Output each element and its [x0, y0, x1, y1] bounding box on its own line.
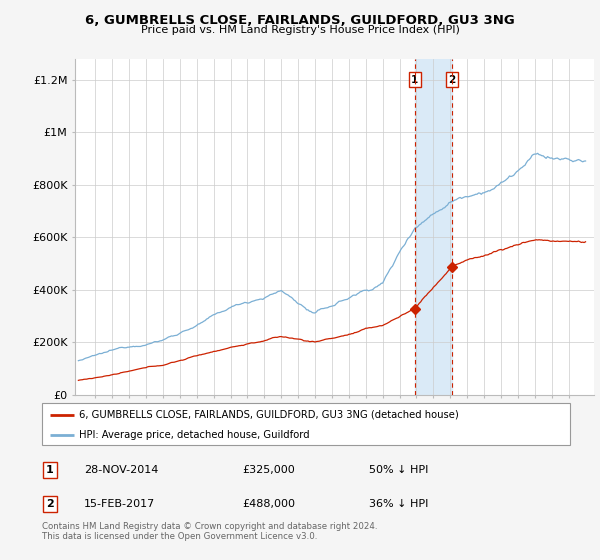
Text: Price paid vs. HM Land Registry's House Price Index (HPI): Price paid vs. HM Land Registry's House …: [140, 25, 460, 35]
Text: HPI: Average price, detached house, Guildford: HPI: Average price, detached house, Guil…: [79, 430, 310, 440]
Text: 2: 2: [46, 499, 54, 509]
Text: 36% ↓ HPI: 36% ↓ HPI: [370, 499, 429, 509]
Text: 1: 1: [411, 75, 418, 85]
Text: 2: 2: [448, 75, 455, 85]
Text: 1: 1: [46, 465, 54, 475]
Text: £488,000: £488,000: [242, 499, 296, 509]
Text: £325,000: £325,000: [242, 465, 295, 475]
Text: 50% ↓ HPI: 50% ↓ HPI: [370, 465, 429, 475]
Text: Contains HM Land Registry data © Crown copyright and database right 2024.
This d: Contains HM Land Registry data © Crown c…: [42, 522, 377, 542]
Text: 15-FEB-2017: 15-FEB-2017: [84, 499, 155, 509]
Text: 28-NOV-2014: 28-NOV-2014: [84, 465, 158, 475]
Text: 6, GUMBRELLS CLOSE, FAIRLANDS, GUILDFORD, GU3 3NG: 6, GUMBRELLS CLOSE, FAIRLANDS, GUILDFORD…: [85, 14, 515, 27]
Text: 6, GUMBRELLS CLOSE, FAIRLANDS, GUILDFORD, GU3 3NG (detached house): 6, GUMBRELLS CLOSE, FAIRLANDS, GUILDFORD…: [79, 410, 459, 420]
Bar: [415, 59, 452, 395]
